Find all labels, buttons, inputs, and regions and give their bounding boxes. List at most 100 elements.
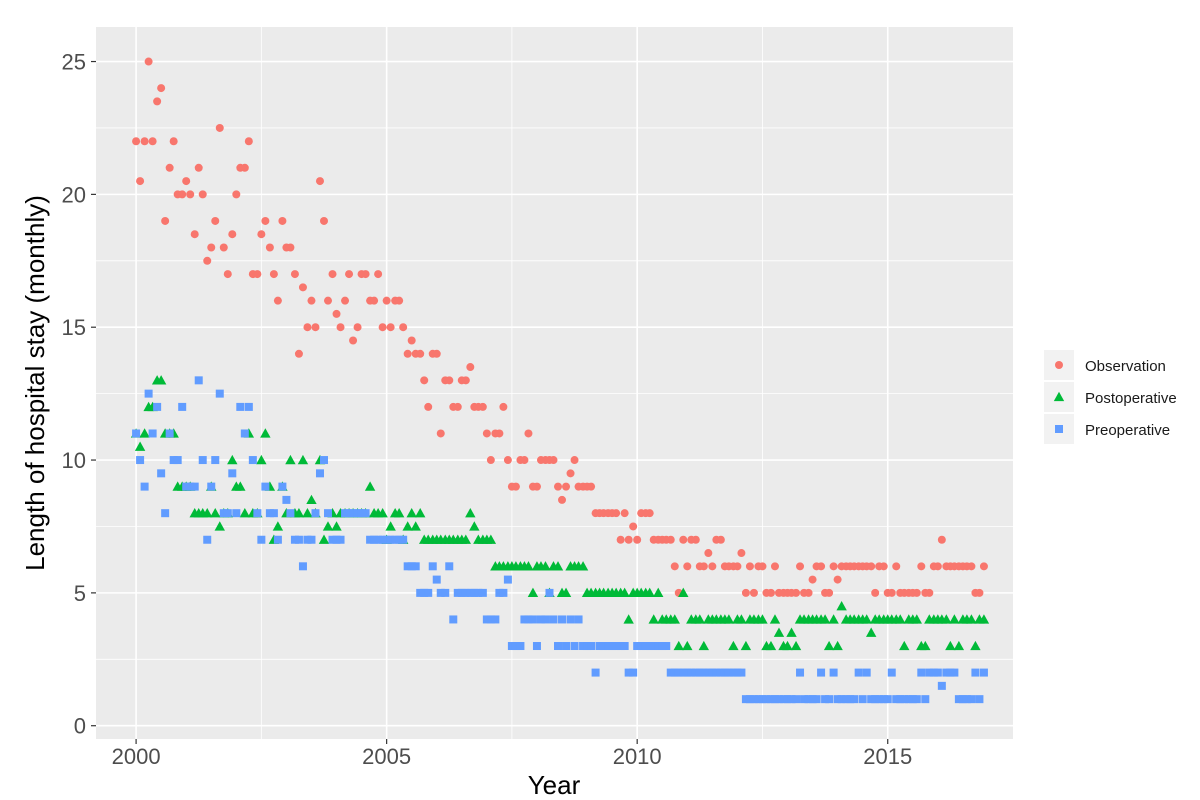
preoperative-point	[908, 695, 917, 704]
preoperative-point	[633, 642, 642, 651]
preoperative-point	[461, 588, 470, 597]
preoperative-point	[745, 695, 754, 704]
postoperative-point	[560, 587, 572, 598]
preoperative-point	[328, 535, 337, 544]
observation-point	[303, 323, 312, 332]
observation-point	[403, 349, 412, 358]
preoperative-point	[871, 695, 880, 704]
observation-point	[532, 482, 541, 491]
observation-point	[395, 296, 404, 305]
observation-point	[737, 549, 746, 558]
observation-point	[486, 456, 495, 465]
preoperative-point	[620, 642, 629, 651]
preoperative-point	[541, 615, 550, 624]
postoperative-point	[966, 614, 977, 624]
observation-point	[629, 522, 638, 531]
grid-minor	[96, 27, 1013, 739]
postoperative-point	[214, 521, 225, 531]
observation-point	[620, 509, 629, 518]
observation-point	[290, 270, 299, 279]
observation-point	[624, 535, 633, 544]
preoperative-point	[658, 642, 667, 651]
observation-point	[298, 283, 307, 292]
preoperative-point	[599, 642, 608, 651]
preoperative-point	[917, 668, 926, 677]
postoperative-point	[819, 614, 831, 624]
observation-point	[198, 190, 207, 199]
preoperative-point	[817, 668, 826, 677]
preoperative-point	[403, 562, 412, 571]
postoperative-point	[227, 454, 238, 465]
observation-point	[699, 562, 708, 571]
preoperative-point	[579, 642, 588, 651]
preoperative-point	[683, 668, 692, 677]
preoperative-point	[975, 695, 984, 704]
observation-point	[361, 270, 370, 279]
observation-point	[432, 349, 441, 358]
observation-point	[219, 243, 228, 252]
preoperative-point	[662, 642, 671, 651]
preoperative-point	[420, 588, 429, 597]
preoperative-point	[269, 509, 278, 518]
postoperative-point	[460, 534, 472, 544]
preoperative-point	[858, 695, 867, 704]
postoperative-point	[861, 614, 872, 624]
preoperative-point	[441, 588, 450, 597]
preoperative-point	[912, 695, 921, 704]
observation-point	[324, 296, 333, 305]
observation-point	[887, 588, 896, 597]
observation-point	[879, 562, 888, 571]
observation-point	[770, 562, 779, 571]
preoperative-point	[503, 575, 512, 584]
preoperative-point	[812, 695, 821, 704]
preoperative-point	[520, 615, 529, 624]
observation-point	[215, 123, 224, 132]
preoperative-point	[336, 535, 345, 544]
y-tick-label: 5	[74, 581, 86, 606]
observation-point	[741, 588, 750, 597]
preoperative-point	[583, 642, 592, 651]
preoperative-point	[637, 642, 646, 651]
preoperative-point	[244, 402, 253, 411]
observation-point	[332, 309, 341, 318]
preoperative-point	[942, 668, 951, 677]
observation-point	[749, 588, 758, 597]
observation-point	[766, 588, 775, 597]
preoperative-point	[528, 615, 537, 624]
preoperative-point	[674, 668, 683, 677]
preoperative-point	[219, 509, 228, 518]
preoperative-point	[549, 615, 558, 624]
legend-label: Postoperative	[1085, 390, 1177, 407]
observation-point	[341, 296, 350, 305]
preoperative-point	[979, 668, 988, 677]
x-tick-label: 2000	[112, 744, 161, 769]
postoperative-point	[644, 587, 655, 598]
postoperative-point	[786, 627, 797, 637]
preoperative-point	[749, 695, 758, 704]
preoperative-point	[345, 509, 354, 518]
preoperative-point	[248, 456, 257, 465]
preoperative-point	[445, 562, 454, 571]
postoperative-point	[865, 627, 877, 637]
postoperative-point	[322, 521, 334, 531]
preoperative-point	[298, 562, 307, 571]
preoperative-point	[925, 668, 934, 677]
preoperative-point	[395, 535, 404, 544]
preoperative-point	[770, 695, 779, 704]
observation-point	[679, 535, 688, 544]
preoperative-point	[382, 535, 391, 544]
preoperative-point	[641, 642, 650, 651]
preoperative-point	[741, 695, 750, 704]
observation-point	[804, 588, 813, 597]
observation-point	[466, 363, 475, 372]
preoperative-point	[796, 668, 805, 677]
observation-point	[829, 562, 838, 571]
y-tick-label: 10	[62, 448, 86, 473]
preoperative-point	[687, 668, 696, 677]
postoperative-point	[202, 507, 213, 518]
observation-point	[336, 323, 345, 332]
preoperative-point	[821, 695, 830, 704]
preoperative-point	[190, 482, 199, 491]
preoperative-point	[253, 509, 262, 518]
